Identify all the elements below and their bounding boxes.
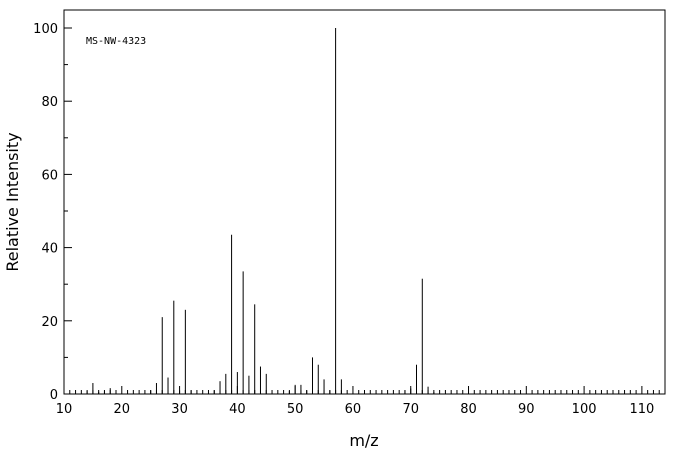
x-tick-label: 50 [287,402,304,417]
x-tick-label: 110 [629,402,654,417]
x-tick-label: 90 [518,402,535,417]
y-tick-label: 0 [50,388,58,403]
y-axis-title: Relative Intensity [3,132,22,271]
y-tick-label: 20 [41,315,58,330]
y-tick-label: 80 [41,95,58,110]
y-axis-ticks: 0 20 40 60 80 100 [33,22,72,403]
x-tick-label: 20 [114,402,131,417]
y-tick-label: 100 [33,22,58,37]
y-tick-label: 60 [41,168,58,183]
spectrum-id-annotation: MS-NW-4323 [86,36,146,47]
x-tick-label: 10 [56,402,73,417]
x-tick-label: 80 [460,402,477,417]
x-axis-title: m/z [349,431,378,450]
x-tick-label: 60 [345,402,362,417]
spectrum-peaks [86,28,435,394]
plot-frame [63,9,666,395]
y-tick-label: 40 [41,242,58,257]
x-axis-ticks: 10 20 30 40 50 60 70 80 90 100 110 [56,386,666,417]
x-tick-label: 70 [402,402,419,417]
x-tick-label: 100 [572,402,597,417]
x-tick-label: 30 [171,402,188,417]
x-tick-label: 40 [229,402,246,417]
